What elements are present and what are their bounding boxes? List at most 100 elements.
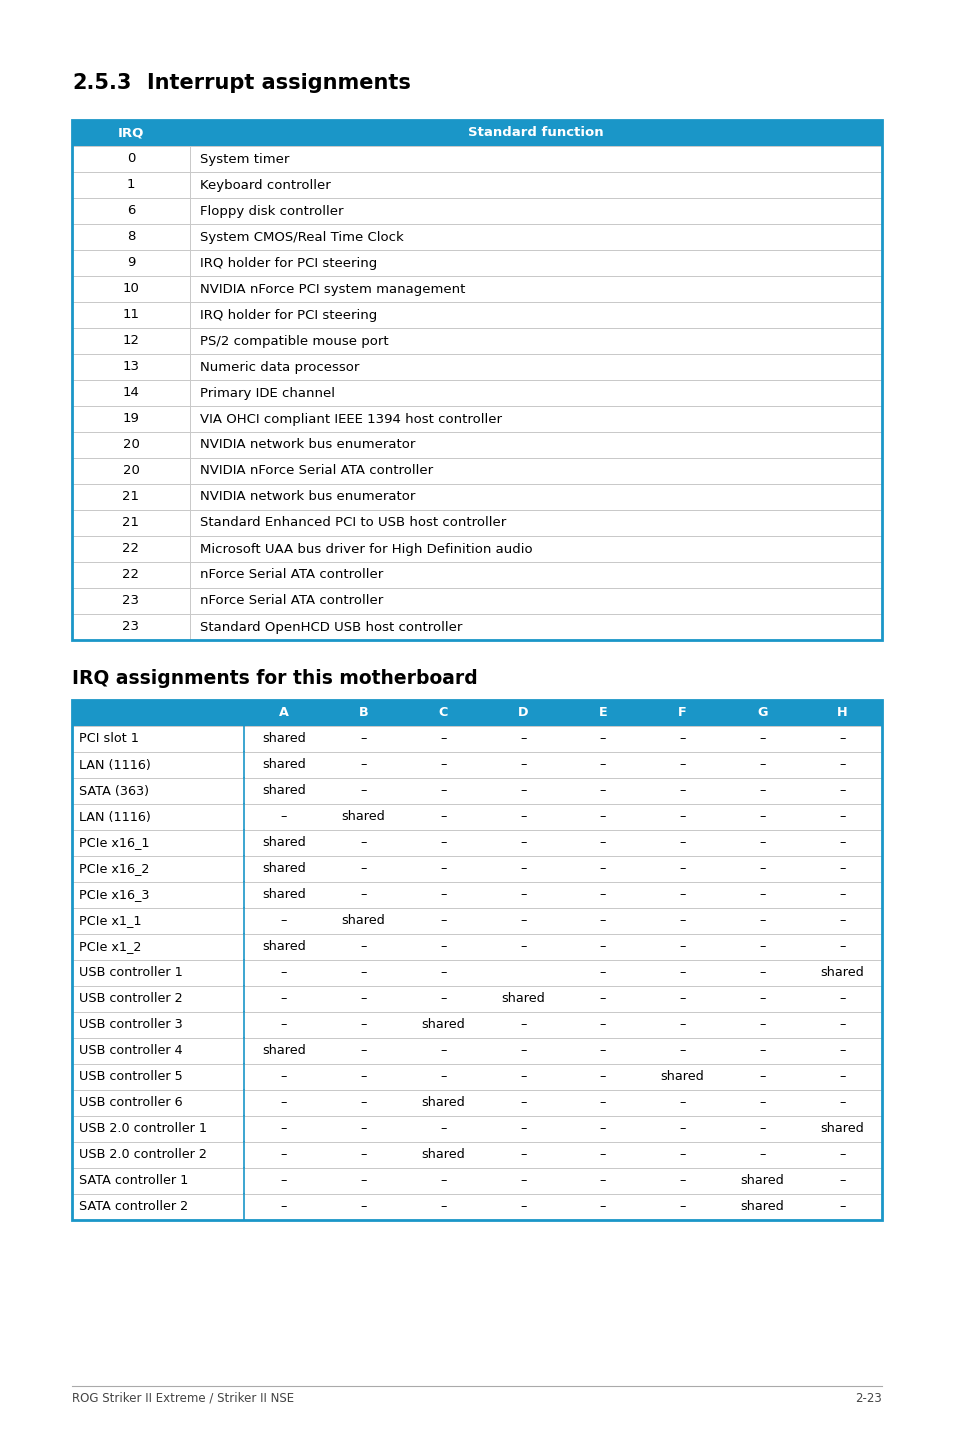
Bar: [323, 700, 403, 726]
Text: –: –: [838, 1175, 844, 1188]
Text: PCIe x1_2: PCIe x1_2: [79, 940, 141, 953]
Text: –: –: [599, 837, 605, 850]
Text: –: –: [280, 1018, 287, 1031]
Bar: [642, 700, 721, 726]
Text: shared: shared: [740, 1175, 783, 1188]
Text: –: –: [519, 863, 526, 876]
Bar: [71, 536, 882, 562]
Text: Floppy disk controller: Floppy disk controller: [200, 204, 343, 217]
Text: –: –: [838, 1018, 844, 1031]
Text: 2-23: 2-23: [854, 1392, 882, 1405]
Text: –: –: [439, 992, 446, 1005]
Text: System timer: System timer: [200, 152, 289, 165]
Text: USB 2.0 controller 2: USB 2.0 controller 2: [79, 1149, 207, 1162]
Text: –: –: [519, 1018, 526, 1031]
Text: Primary IDE channel: Primary IDE channel: [200, 387, 335, 400]
Text: shared: shared: [421, 1018, 465, 1031]
Text: –: –: [679, 758, 685, 772]
Text: PCIe x16_3: PCIe x16_3: [79, 889, 150, 902]
Text: –: –: [280, 1097, 287, 1110]
Bar: [403, 700, 483, 726]
Bar: [71, 562, 882, 588]
Bar: [71, 147, 882, 173]
Bar: [71, 804, 882, 830]
Text: –: –: [679, 837, 685, 850]
Text: F: F: [678, 706, 686, 719]
Text: –: –: [280, 811, 287, 824]
Text: –: –: [519, 732, 526, 745]
Text: shared: shared: [660, 1070, 703, 1083]
Bar: [71, 614, 882, 640]
Bar: [71, 1116, 882, 1142]
Text: 11: 11: [122, 309, 139, 322]
Text: shared: shared: [262, 1044, 305, 1057]
Text: –: –: [599, 732, 605, 745]
Text: –: –: [599, 1018, 605, 1031]
Text: –: –: [759, 811, 764, 824]
Text: 23: 23: [122, 594, 139, 607]
Text: IRQ holder for PCI steering: IRQ holder for PCI steering: [200, 309, 376, 322]
Text: –: –: [360, 992, 366, 1005]
Text: 21: 21: [122, 516, 139, 529]
Text: H: H: [836, 706, 846, 719]
Text: 22: 22: [122, 568, 139, 581]
Text: –: –: [679, 863, 685, 876]
Text: shared: shared: [262, 785, 305, 798]
Text: –: –: [759, 1070, 764, 1083]
Text: –: –: [519, 811, 526, 824]
Bar: [71, 935, 882, 961]
Text: –: –: [599, 940, 605, 953]
Text: –: –: [519, 940, 526, 953]
Text: –: –: [519, 889, 526, 902]
Text: 14: 14: [122, 387, 139, 400]
Text: 6: 6: [127, 204, 135, 217]
Text: –: –: [759, 1018, 764, 1031]
Bar: [190, 119, 882, 147]
Text: C: C: [438, 706, 448, 719]
Text: –: –: [280, 915, 287, 928]
Text: IRQ assignments for this motherboard: IRQ assignments for this motherboard: [71, 669, 477, 687]
Bar: [71, 856, 882, 881]
Text: Numeric data processor: Numeric data processor: [200, 361, 359, 374]
Text: –: –: [519, 837, 526, 850]
Bar: [71, 778, 882, 804]
Text: IRQ: IRQ: [117, 127, 144, 139]
Text: 8: 8: [127, 230, 135, 243]
Text: –: –: [599, 785, 605, 798]
Text: –: –: [439, 1070, 446, 1083]
Text: SATA controller 2: SATA controller 2: [79, 1201, 188, 1214]
Bar: [71, 986, 882, 1012]
Text: –: –: [759, 1097, 764, 1110]
Text: –: –: [679, 1044, 685, 1057]
Text: NVIDIA nForce Serial ATA controller: NVIDIA nForce Serial ATA controller: [200, 464, 433, 477]
Text: –: –: [838, 811, 844, 824]
Bar: [71, 380, 882, 406]
Bar: [71, 1012, 882, 1038]
Text: –: –: [360, 863, 366, 876]
Text: –: –: [838, 732, 844, 745]
Text: shared: shared: [262, 758, 305, 772]
Text: PCIe x16_2: PCIe x16_2: [79, 863, 150, 876]
Text: –: –: [280, 1201, 287, 1214]
Text: –: –: [599, 915, 605, 928]
Bar: [801, 700, 882, 726]
Text: –: –: [280, 1070, 287, 1083]
Text: –: –: [360, 889, 366, 902]
Text: –: –: [360, 1097, 366, 1110]
Text: –: –: [439, 758, 446, 772]
Bar: [71, 198, 882, 224]
Text: 23: 23: [122, 621, 139, 634]
Text: –: –: [679, 915, 685, 928]
Text: –: –: [360, 966, 366, 979]
Text: –: –: [599, 863, 605, 876]
Text: shared: shared: [262, 889, 305, 902]
Bar: [71, 1142, 882, 1168]
Text: –: –: [360, 1175, 366, 1188]
Text: –: –: [679, 1123, 685, 1136]
Text: shared: shared: [500, 992, 544, 1005]
Text: Keyboard controller: Keyboard controller: [200, 178, 331, 191]
Text: –: –: [759, 758, 764, 772]
Text: –: –: [679, 889, 685, 902]
Text: –: –: [519, 1123, 526, 1136]
Text: –: –: [759, 1149, 764, 1162]
